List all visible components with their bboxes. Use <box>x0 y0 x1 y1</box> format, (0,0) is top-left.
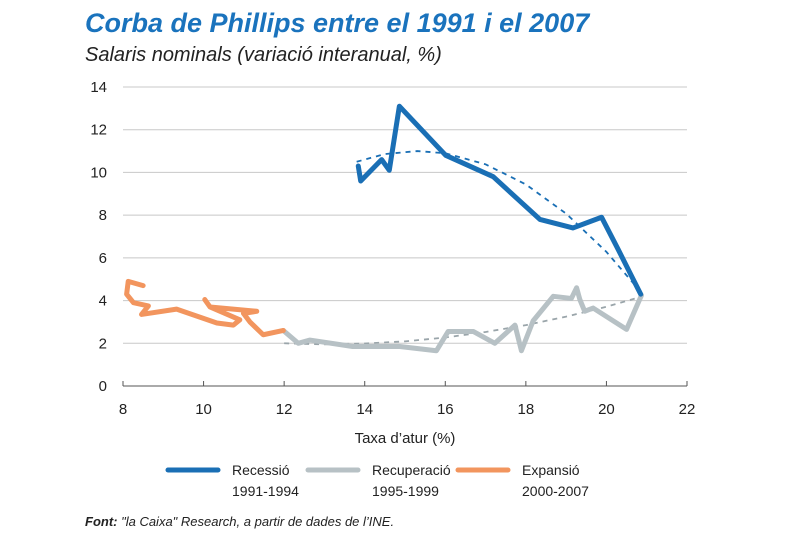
series-line-recessió <box>355 103 644 297</box>
gridlines <box>123 86 687 344</box>
source-text: "la Caixa" Research, a partir de dades d… <box>117 514 394 529</box>
trendlines <box>284 150 644 346</box>
y-tick-label: 12 <box>90 122 107 139</box>
chart-subtitle: Salaris nominals (variació interanual, %… <box>85 44 442 66</box>
legend-item: Recuperació 1995-1999 <box>305 462 451 499</box>
source-label: Font: <box>85 514 117 529</box>
trendline-recessió <box>356 150 644 295</box>
axes: 0 2 4 6 8 10 12 14 8 10 12 14 16 18 20 22 <box>90 79 695 418</box>
y-tick-label: 4 <box>99 293 107 310</box>
x-tick-label: 22 <box>679 401 696 418</box>
y-tick-label: 14 <box>90 79 107 96</box>
legend-label: Recessió <box>232 462 290 478</box>
legend-period: 1995-1999 <box>372 483 439 499</box>
series-line-recuperació <box>280 285 644 354</box>
x-tick-label: 20 <box>598 401 615 418</box>
legend-item: Recessió 1991-1994 <box>165 462 299 499</box>
legend-period: 1991-1994 <box>232 483 299 499</box>
legend-item: Expansió 2000-2007 <box>455 462 589 499</box>
y-tick-label: 8 <box>99 207 107 224</box>
x-axis-label: Taxa d’atur (%) <box>355 430 456 447</box>
source-note: Font: "la Caixa" Research, a partir de d… <box>85 514 394 529</box>
x-tick-label: 16 <box>437 401 454 418</box>
y-tick-label: 0 <box>99 378 107 395</box>
x-tick-label: 8 <box>119 401 127 418</box>
x-tick-label: 12 <box>276 401 293 418</box>
legend: Recessió 1991-1994 Recuperació 1995-1999 Exp… <box>165 462 589 499</box>
x-tick-label: 18 <box>518 401 535 418</box>
trendline-recuperació <box>284 295 643 346</box>
series-line-expansió <box>124 278 286 338</box>
legend-label: Recuperació <box>372 462 451 478</box>
x-tick-label: 10 <box>195 401 212 418</box>
y-tick-label: 10 <box>90 164 107 181</box>
legend-period: 2000-2007 <box>522 483 589 499</box>
legend-label: Expansió <box>522 462 580 478</box>
y-tick-label: 2 <box>99 335 107 352</box>
chart-title: Corba de Phillips entre el 1991 i el 200… <box>85 8 591 38</box>
y-tick-label: 6 <box>99 250 107 267</box>
series-lines <box>124 103 644 354</box>
x-tick-label: 14 <box>356 401 373 418</box>
